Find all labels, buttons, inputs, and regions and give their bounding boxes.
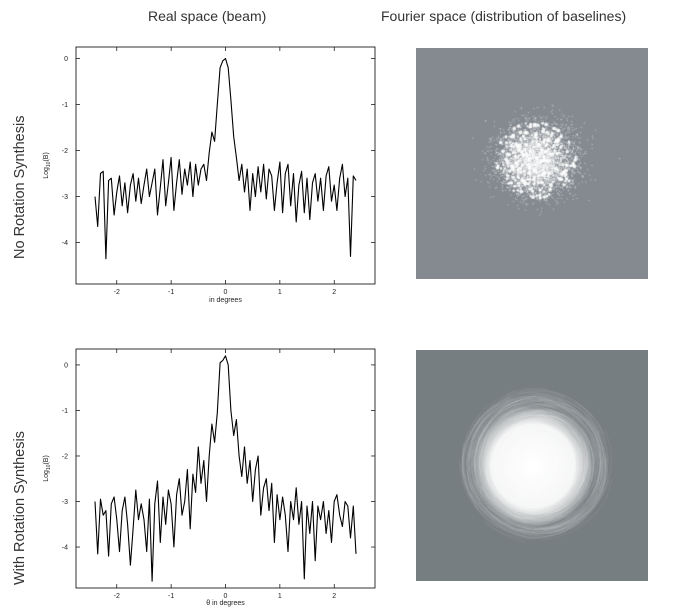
y-tick-label: -3 — [62, 499, 68, 506]
y-axis-label: Log10(B) — [43, 152, 52, 179]
y-tick-label: -1 — [62, 102, 68, 109]
x-tick-label: 2 — [332, 593, 336, 600]
uv-scatter-canvas — [416, 48, 648, 279]
chart-panel-2: -2 -1 0 1 2 0 -1 -2 -3 -4 θ in degrees Log10(B) — [43, 348, 376, 607]
beam-series-line — [94, 57, 357, 260]
y-tick-label: -2 — [62, 148, 68, 155]
y-tick-label: 0 — [64, 362, 68, 369]
uv-scatter-canvas — [416, 350, 648, 581]
beam-series-line — [94, 355, 357, 582]
no-rotation-uv-coverage — [416, 48, 648, 279]
plot-frame — [75, 46, 376, 285]
y-axis-label: Log10(B) — [43, 455, 52, 482]
x-axis-label: θ in degrees — [206, 600, 245, 607]
rotation-uv-coverage — [416, 350, 648, 581]
x-tick-label: 2 — [332, 289, 336, 296]
y-tick-label: -4 — [62, 545, 68, 552]
x-tick-label: -2 — [114, 289, 120, 296]
fourier-space-column-title: Fourier space (distribution of baselines… — [381, 8, 627, 24]
y-tick-label: -1 — [62, 408, 68, 415]
x-tick-label: -1 — [168, 289, 174, 296]
real-space-column-title: Real space (beam) — [148, 8, 267, 24]
y-tick-label: 0 — [64, 56, 68, 63]
x-tick-label: 0 — [224, 593, 228, 600]
y-tick-label: -4 — [62, 240, 68, 247]
chart-panel-1: -2 -1 0 1 2 0 -1 -2 -3 -4 in degrees Log10(B) — [43, 46, 376, 304]
x-tick-label: -1 — [168, 593, 174, 600]
plot-frame — [75, 348, 376, 589]
x-axis-label: in degrees — [209, 297, 242, 304]
x-tick-label: -2 — [114, 593, 120, 600]
y-tick-label: -3 — [62, 194, 68, 201]
x-tick-label: 0 — [224, 289, 228, 296]
y-tick-label: -2 — [62, 453, 68, 460]
x-tick-label: 1 — [278, 593, 282, 600]
x-tick-label: 1 — [278, 289, 282, 296]
